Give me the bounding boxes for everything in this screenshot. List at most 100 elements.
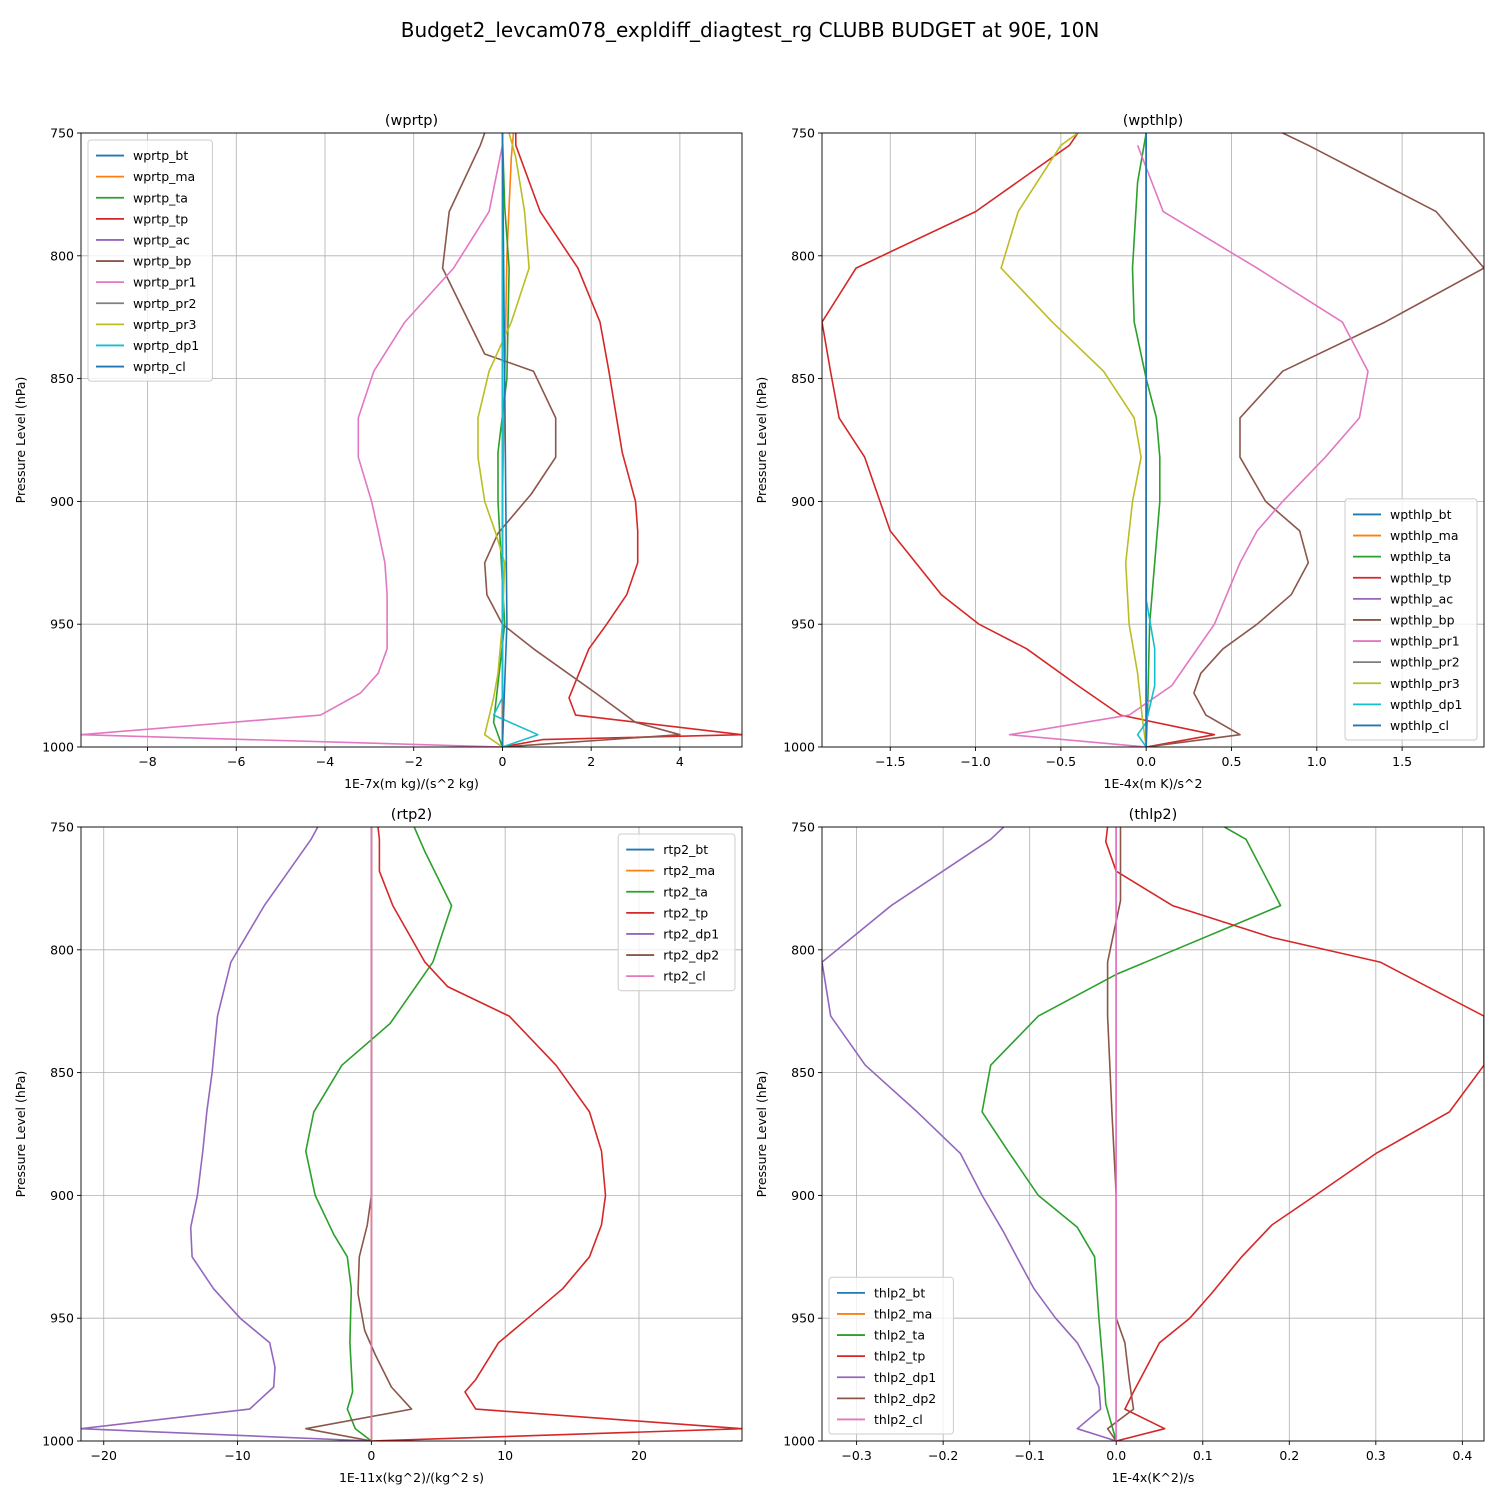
y-tick-label: 850 <box>791 371 815 386</box>
series-group <box>81 827 742 1441</box>
x-tick-label: 0.4 <box>1452 1448 1472 1463</box>
series-line-rtp2_dp1 <box>81 827 372 1441</box>
legend-entry-wpthlp_ta: wpthlp_ta <box>1390 549 1451 564</box>
series-group <box>822 827 1484 1441</box>
legend-entry-thlp2_dp1: thlp2_dp1 <box>874 1370 936 1385</box>
legend-entry-thlp2_dp2: thlp2_dp2 <box>874 1391 936 1406</box>
x-axis-label: 1E-11x(kg^2)/(kg^2 s) <box>339 1470 484 1485</box>
y-tick-label: 800 <box>50 942 74 957</box>
panel-title: (rtp2) <box>391 807 432 823</box>
legend-entry-wprtp_ta: wprtp_ta <box>133 190 188 205</box>
legend-entry-wprtp_pr2: wprtp_pr2 <box>133 296 196 311</box>
x-tick-label: 10 <box>497 1448 513 1463</box>
figure-title: Budget2_levcam078_expldiff_diagtest_rg C… <box>401 18 1100 42</box>
x-axis-label: 1E-4x(m K)/s^2 <box>1104 776 1203 791</box>
legend-entry-wpthlp_dp1: wpthlp_dp1 <box>1390 697 1462 712</box>
x-tick-label: 1.5 <box>1392 754 1412 769</box>
series-group <box>822 133 1484 747</box>
x-tick-label: −6 <box>227 754 245 769</box>
panel-title: (wpthlp) <box>1123 113 1184 129</box>
legend-entry-wpthlp_bt: wpthlp_bt <box>1390 507 1452 522</box>
legend-entry-wpthlp_pr1: wpthlp_pr1 <box>1390 634 1460 649</box>
y-tick-label: 800 <box>791 942 815 957</box>
x-tick-label: 0.2 <box>1279 1448 1299 1463</box>
y-tick-label: 900 <box>50 1188 74 1203</box>
y-tick-label: 1000 <box>42 1434 74 1449</box>
series-line-thlp2_tp <box>1105 827 1484 1441</box>
series-line-wpthlp_pr1 <box>1008 145 1369 747</box>
legend-entry-rtp2_dp1: rtp2_dp1 <box>663 926 719 941</box>
legend-entry-wprtp_tp: wprtp_tp <box>133 211 188 226</box>
legend: thlp2_bt thlp2_ma thlp2_ta thlp2_tp thlp2_dp… <box>828 1276 954 1435</box>
y-tick-label: 900 <box>50 494 74 509</box>
legend-entry-wpthlp_bp: wpthlp_bp <box>1390 612 1455 627</box>
series-line-wprtp_pr3 <box>477 133 530 747</box>
panel-title: (thlp2) <box>1129 807 1178 823</box>
axes-frame <box>80 132 743 748</box>
legend-entry-wpthlp_tp: wpthlp_tp <box>1390 570 1452 585</box>
legend-entry-wprtp_ma: wprtp_ma <box>133 169 195 184</box>
legend-entry-rtp2_dp2: rtp2_dp2 <box>663 948 719 963</box>
legend-entry-rtp2_bt: rtp2_bt <box>663 842 708 857</box>
legend-entry-wprtp_dp1: wprtp_dp1 <box>133 338 199 353</box>
x-tick-label: −1.0 <box>960 754 990 769</box>
series-line-wprtp_pr1 <box>81 145 504 747</box>
series-line-wpthlp_tp <box>822 133 1216 747</box>
legend-entry-thlp2_ta: thlp2_ta <box>874 1328 925 1343</box>
x-axis-label: 1E-4x(K^2)/s <box>1112 1470 1195 1485</box>
axes-frame <box>821 826 1485 1442</box>
legend-entry-thlp2_tp: thlp2_tp <box>874 1349 925 1364</box>
panel-title: (wprtp) <box>385 113 438 129</box>
y-axis-label: Pressure Level (hPa) <box>13 377 28 504</box>
series-group <box>81 133 742 747</box>
legend-box <box>828 1276 954 1435</box>
y-tick-label: 850 <box>50 1065 74 1080</box>
legend-entry-wprtp_pr1: wprtp_pr1 <box>133 275 196 290</box>
y-tick-label: 950 <box>50 1311 74 1326</box>
y-tick-label: 850 <box>791 1065 815 1080</box>
series-line-wpthlp_bp <box>1146 133 1484 747</box>
legend: wpthlp_bt wpthlp_ma wpthlp_ta wpthlp_tpwpth… <box>1344 498 1478 741</box>
y-tick-label: 1000 <box>783 740 815 755</box>
series-line-wpthlp_ta <box>1131 133 1161 747</box>
legend: wprtp_bt wprtp_ma wprtp_ta wprtp_tp wprtp_ac… <box>87 139 213 382</box>
series-line-wprtp_dp1 <box>492 133 539 747</box>
series-line-thlp2_dp1 <box>822 827 1117 1441</box>
legend-box <box>617 833 736 992</box>
x-tick-label: 0 <box>367 1448 375 1463</box>
x-tick-label: −10 <box>224 1448 250 1463</box>
x-tick-label: −8 <box>138 754 156 769</box>
y-tick-label: 750 <box>791 126 815 141</box>
y-tick-label: 750 <box>50 126 74 141</box>
x-tick-label: −20 <box>91 1448 117 1463</box>
legend: rtp2_bt rtp2_ma rtp2_ta rtp2_tp rtp2_dp1 rtp2… <box>617 833 736 992</box>
series-line-wpthlp_pr3 <box>1000 133 1147 747</box>
y-tick-label: 900 <box>791 494 815 509</box>
x-tick-label: 0.1 <box>1193 1448 1213 1463</box>
x-tick-label: 0.5 <box>1222 754 1242 769</box>
x-axis-label: 1E-7x(m kg)/(s^2 kg) <box>344 776 479 791</box>
legend-entry-wpthlp_ma: wpthlp_ma <box>1390 528 1458 543</box>
panel-2: −1.5 −1.0 −0.5 0.0 0.5 1.0 1.5 750 800 850 900 950 1… <box>754 113 1485 791</box>
legend-entry-thlp2_ma: thlp2_ma <box>874 1306 932 1321</box>
y-tick-label: 800 <box>50 248 74 263</box>
x-tick-label: −0.2 <box>928 1448 958 1463</box>
y-tick-label: 1000 <box>783 1434 815 1449</box>
x-tick-label: −0.3 <box>841 1448 871 1463</box>
legend-entry-wpthlp_cl: wpthlp_cl <box>1390 718 1449 733</box>
series-line-wprtp_ta <box>492 133 510 747</box>
series-line-rtp2_ta <box>304 827 453 1441</box>
y-tick-label: 950 <box>791 617 815 632</box>
legend-entry-wpthlp_ac: wpthlp_ac <box>1390 591 1453 606</box>
legend-entry-rtp2_cl: rtp2_cl <box>663 969 706 984</box>
x-tick-label: 0.0 <box>1136 754 1156 769</box>
series-line-rtp2_tp <box>371 827 742 1441</box>
x-tick-label: −2 <box>404 754 422 769</box>
panel-4: −0.3 −0.2 −0.1 0.0 0.1 0.2 0.3 0.4 750 800 850 900 9… <box>754 807 1485 1485</box>
legend-entry-wprtp_pr3: wprtp_pr3 <box>133 317 196 332</box>
axes-frame <box>80 826 743 1442</box>
axes-frame <box>821 132 1485 748</box>
y-tick-label: 850 <box>50 371 74 386</box>
legend-entry-wpthlp_pr2: wpthlp_pr2 <box>1390 655 1460 670</box>
